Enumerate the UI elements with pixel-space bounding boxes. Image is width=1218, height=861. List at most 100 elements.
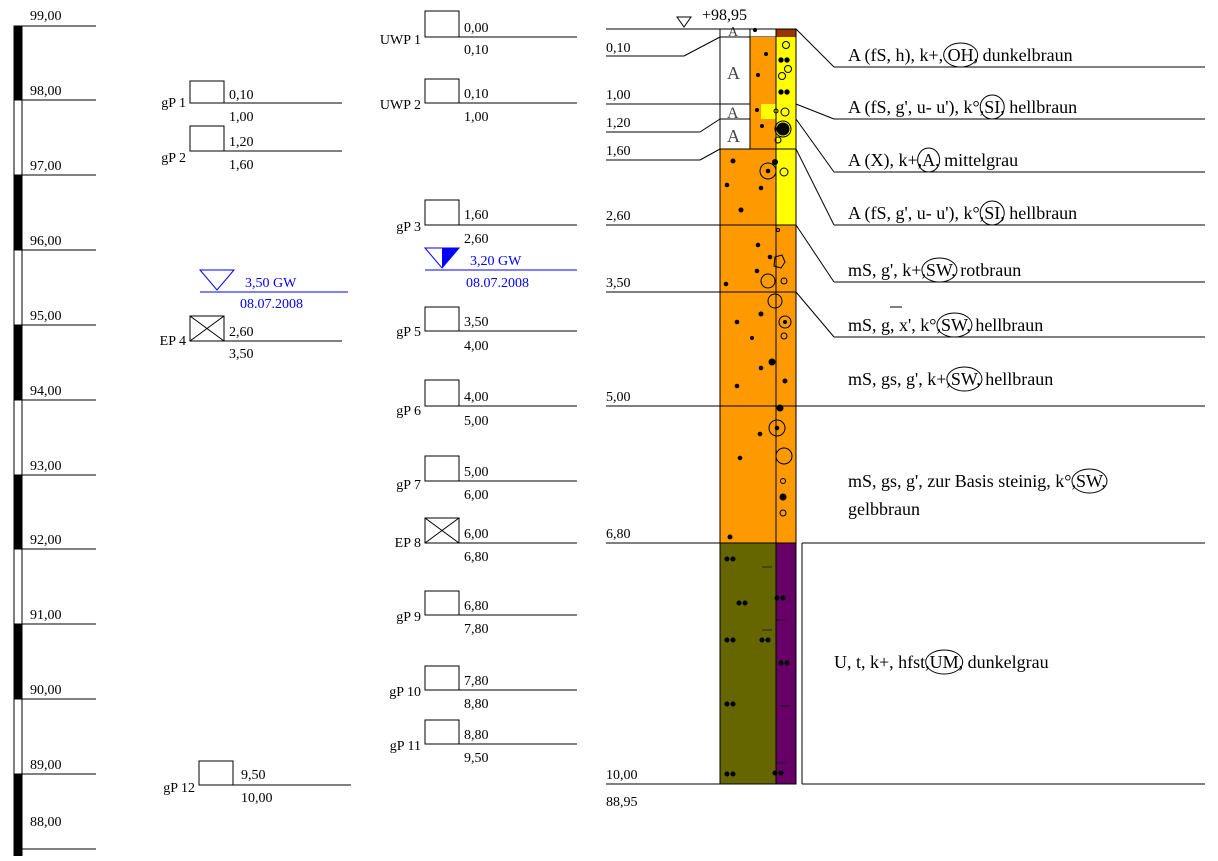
sample-top-depth: 9,50 — [241, 768, 266, 783]
pebble-ring-icon — [780, 332, 788, 340]
pebble-ring-icon — [773, 108, 779, 114]
sample-top-depth: 7,80 — [464, 674, 489, 689]
silt-dot-icon — [784, 660, 790, 666]
head-elevation: +98,95 — [702, 7, 747, 24]
elevation-label: 97,00 — [30, 159, 62, 174]
sample-top-depth: 3,50 — [464, 315, 489, 330]
silt-dot-icon — [730, 771, 736, 777]
description-leaders — [795, 28, 1205, 785]
gravel-dot-icon — [758, 185, 764, 191]
depth-label: 6,80 — [606, 527, 631, 542]
soil-group-circles — [917, 42, 1108, 675]
layer-description: A (fS, g', u- u'), k°,SI, hellbraun — [848, 97, 1077, 118]
elevation-label: 89,00 — [30, 758, 62, 773]
layer-color-olive — [720, 543, 776, 784]
pebble-ring-icon — [774, 136, 782, 144]
sample-cross-icon — [424, 517, 460, 544]
depth-leader — [683, 36, 721, 57]
gravel-dot-icon — [724, 182, 730, 188]
silt-dot-icon — [724, 556, 730, 562]
pebble-ring-icon — [779, 509, 787, 517]
gravel-dot-icon — [756, 73, 760, 77]
sample-box-icon — [424, 455, 460, 482]
groundwater-triangle-fill-icon — [442, 248, 459, 268]
sample-box-icon — [424, 306, 460, 332]
description-leader — [795, 118, 835, 173]
elevation-label: 99,00 — [30, 9, 62, 24]
depth-label: 5,00 — [606, 390, 631, 405]
sample-ep8: EP 8 6,00 6,80 — [395, 517, 577, 565]
soil-group-code: OH — [948, 45, 974, 65]
sample-cross-icon — [189, 315, 225, 342]
layer-description: A (fS, g', u- u'), k°,SI, hellbraun — [848, 203, 1077, 224]
silt-dot-icon — [724, 637, 730, 643]
elevation-label: 91,00 — [30, 608, 62, 623]
fill-symbol-icon: A — [728, 25, 739, 40]
fill-symbol-icon: A — [727, 63, 740, 83]
groundwater-date: 08.07.2008 — [240, 297, 303, 312]
sample-name: EP 4 — [160, 334, 186, 349]
sample-name: UWP 2 — [380, 98, 421, 113]
sample-top-depth: 2,60 — [229, 325, 254, 340]
elevation-label: 94,00 — [30, 384, 62, 399]
sample-gp2: gP 2 1,20 1,60 — [161, 125, 342, 173]
pebble-dot-ring-icon — [778, 315, 792, 329]
gravel-dot-icon — [774, 425, 780, 431]
layer-description: A (fS, h), k+, OH, dunkelbraun — [848, 45, 1073, 66]
elevation-bar-segment — [14, 475, 22, 549]
pebble-ring-icon — [775, 447, 793, 465]
elevation-bar-segment — [14, 624, 22, 699]
pebble-ring-icon — [784, 65, 792, 73]
head-triangle-icon — [676, 16, 692, 28]
soil-group-circle-icon — [946, 366, 983, 392]
sample-top-depth: 4,00 — [464, 390, 489, 405]
pebble-ring-icon — [774, 120, 792, 138]
sample-column-left: gP 1 0,10 1,00 gP 2 1,20 1,60 3,50 GW 08… — [160, 80, 351, 806]
sample-top-depth: 0,00 — [464, 21, 489, 36]
sample-top-depth: 1,60 — [464, 208, 489, 223]
sample-name: gP 10 — [389, 685, 421, 700]
sample-box-icon — [424, 379, 460, 407]
silt-dot-icon — [730, 637, 736, 643]
sample-uwp1: UWP 1 0,00 0,10 — [380, 10, 577, 58]
soil-group-code: SW — [951, 369, 978, 389]
pebble-ring-icon — [760, 273, 776, 289]
profile-column: +98,95 A A A A — [606, 7, 1205, 810]
gravel-dot-icon — [776, 404, 784, 412]
gravel-dot-icon — [750, 336, 754, 340]
sample-name: gP 7 — [396, 478, 421, 493]
sample-box-icon — [424, 665, 460, 691]
layer-fill-fill-A — [719, 28, 751, 150]
description-leader — [795, 291, 835, 338]
soil-group-code: A — [922, 150, 935, 170]
sample-box-icon — [424, 10, 460, 38]
sample-bottom-depth: 6,00 — [464, 488, 489, 503]
silt-dot-icon — [778, 660, 784, 666]
gravel-dot-icon — [768, 358, 776, 366]
soil-group-code: SW — [941, 315, 968, 335]
gravel-dot-icon — [784, 89, 790, 95]
elevation-label: 93,00 — [30, 459, 62, 474]
groundwater-mid: 3,20 GW 08.07.2008 — [423, 247, 577, 291]
silt-dot-icon — [736, 600, 742, 606]
soil-group-code: SW — [1076, 471, 1103, 491]
silt-dot-icon — [724, 701, 730, 707]
sample-box-icon — [198, 760, 234, 786]
sample-name: UWP 1 — [380, 33, 421, 48]
sample-box-icon — [189, 125, 225, 152]
gravel-dot-icon — [723, 281, 729, 287]
sample-gp5: gP 5 3,50 4,00 — [396, 306, 577, 354]
groundwater-depth: 3,20 GW — [470, 254, 522, 269]
sample-top-depth: 6,00 — [464, 527, 489, 542]
elevation-bar-segment — [14, 774, 22, 857]
depth-label: 1,20 — [606, 116, 631, 131]
sample-top-depth: 0,10 — [464, 87, 489, 102]
silt-dot-icon — [742, 600, 748, 606]
gravel-dot-icon — [782, 378, 788, 384]
elevation-label: 96,00 — [30, 234, 62, 249]
soil-group-circle-icon — [925, 649, 964, 675]
sample-box-icon — [424, 719, 460, 745]
sample-bottom-depth: 1,00 — [464, 110, 489, 125]
layer-descriptions: A (fS, h), k+, OH, dunkelbraun A (fS, g'… — [834, 45, 1106, 672]
soil-group-circle-icon — [921, 257, 958, 283]
